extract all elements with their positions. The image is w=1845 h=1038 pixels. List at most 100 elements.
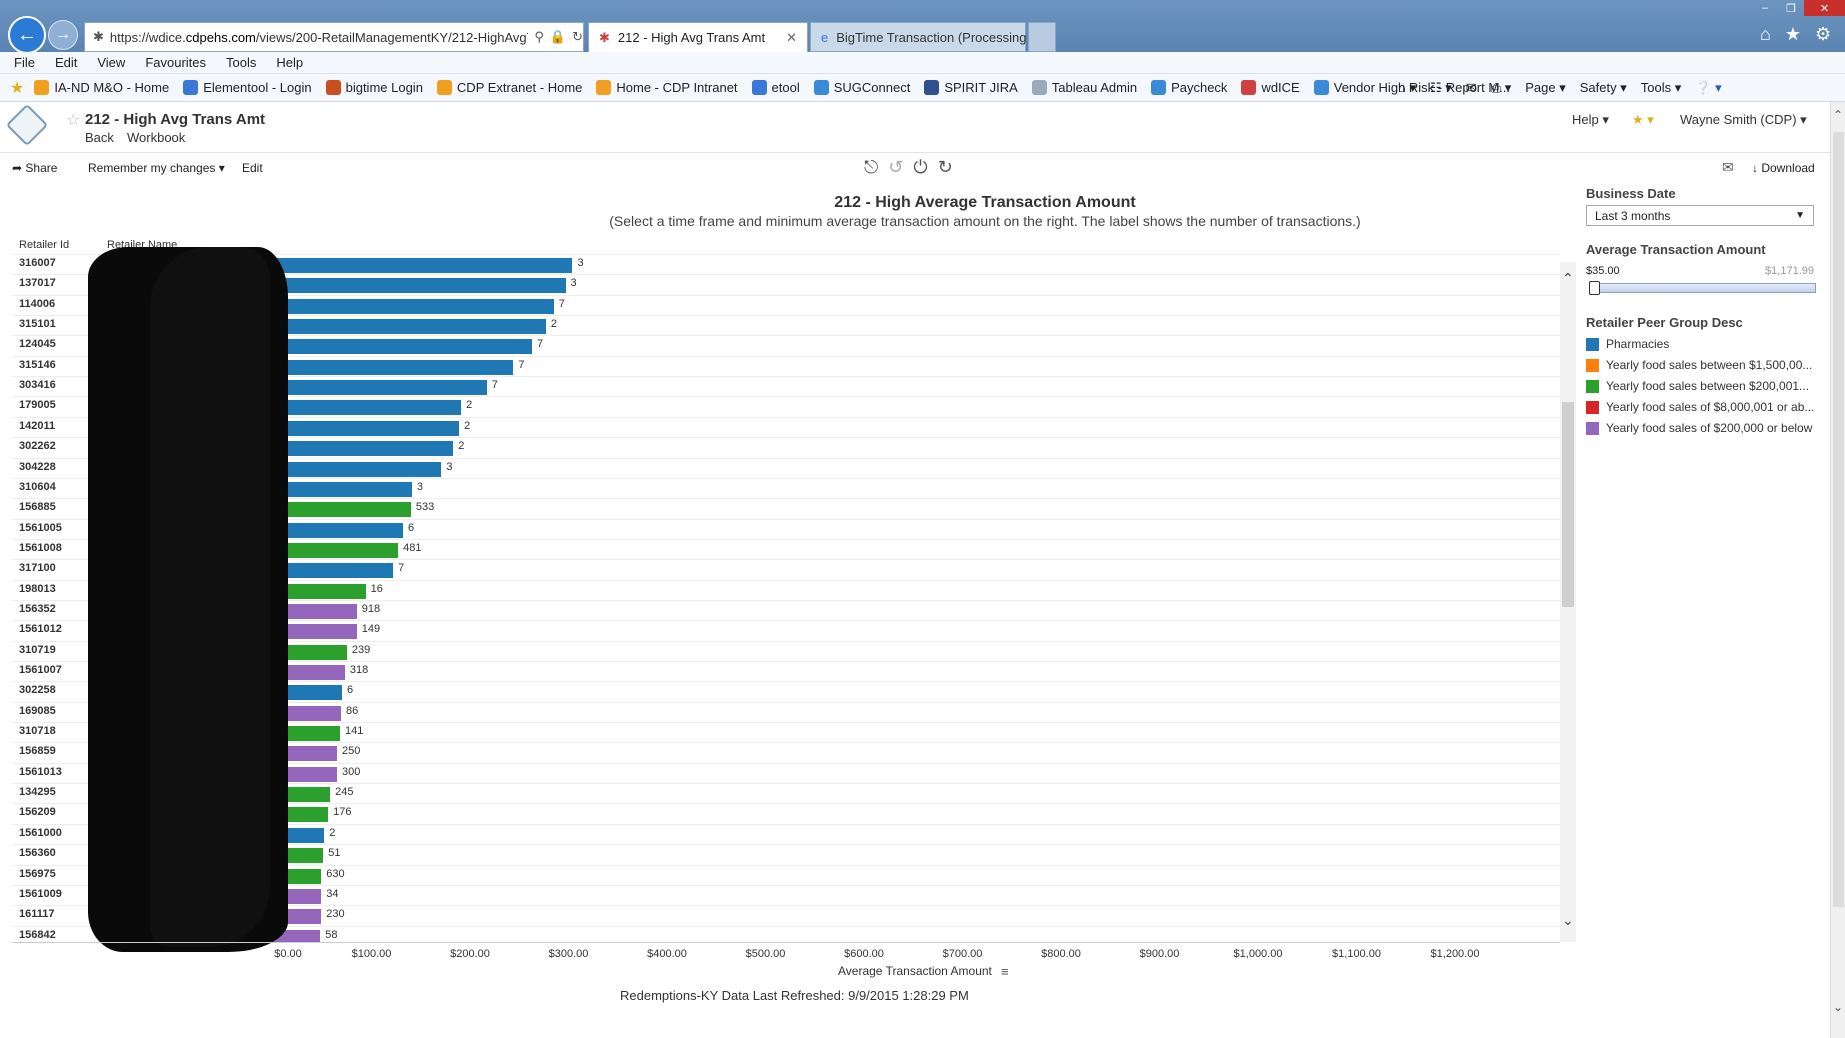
bar-mark[interactable] [273,746,338,762]
bar-mark[interactable] [273,766,338,782]
address-bar[interactable]: ✱ https://wdice.cdpehs.com/views/200-Ret… [84,22,584,52]
favorites-star-icon[interactable]: ★ [1784,24,1802,44]
download-button[interactable]: ↓ Download [1752,161,1815,175]
menu-file[interactable]: File [14,55,35,70]
mail-icon[interactable]: ✉ [1465,80,1477,95]
home-icon[interactable]: ⌂ [1760,24,1771,44]
tab-high-avg[interactable]: ✱ 212 - High Avg Trans Amt ✕ [588,22,808,52]
favorite-star-icon[interactable]: ☆ [66,112,81,129]
favourite-item[interactable]: etool [751,80,800,95]
sort-icon[interactable]: ≡ [1001,964,1009,979]
tools-menu[interactable]: Tools ▾ [1640,80,1682,95]
refresh-icon[interactable]: ↻ [572,29,583,44]
export-icon[interactable]: ⎋ [864,157,879,177]
tab-bigtime[interactable]: e BigTime Transaction (Processing ... [810,22,1041,52]
bar-mark[interactable] [273,644,347,660]
bar-mark[interactable] [273,441,454,457]
chevron-up-icon[interactable]: ⌃ [1562,270,1574,286]
new-tab-button[interactable] [1028,22,1056,52]
minimize-button[interactable]: – [1761,2,1769,14]
bar-mark[interactable] [273,726,340,742]
bar-mark[interactable] [273,929,321,942]
menu-view[interactable]: View [97,55,126,70]
forward-button[interactable]: → [48,20,78,50]
favourite-item[interactable]: Vendor High Risk - Report M... [1313,80,1510,95]
share-button[interactable]: ➦ Share [12,161,57,175]
chevron-down-icon[interactable]: ⌄ [1833,1000,1844,1014]
refresh-icon[interactable]: ↻ [937,157,953,177]
favourite-item[interactable]: IA-ND M&O - Home [34,80,169,95]
page-scroll-thumb[interactable] [1833,132,1844,907]
legend-item[interactable]: Yearly food sales between $1,500,00... [1586,358,1826,372]
table-row[interactable]: 137017 3 [12,274,1560,295]
help-icon[interactable]: ❔ ▾ [1695,80,1722,95]
user-menu[interactable]: Wayne Smith (CDP) ▾ [1680,112,1807,127]
bar-mark[interactable] [273,563,394,579]
home-icon[interactable]: ⌂ ▾ [1398,80,1416,95]
avg-amount-slider[interactable] [1589,281,1816,295]
bar-mark[interactable] [273,502,411,518]
business-date-select[interactable]: Last 3 months ▼ [1586,205,1814,226]
bar-mark[interactable] [273,461,442,477]
bar-mark[interactable] [273,603,357,619]
edit-button[interactable]: Edit [242,161,263,175]
bar-mark[interactable] [273,481,412,497]
legend-item[interactable]: Pharmacies [1586,337,1826,351]
menu-favourites[interactable]: Favourites [145,55,207,70]
lock-icon[interactable]: 🔒 [549,29,567,44]
wdice-logo[interactable] [5,103,49,147]
subscribe-icon[interactable]: ✉ [1722,159,1734,175]
favourite-item[interactable]: wdICE [1241,80,1300,95]
bar-mark[interactable] [273,583,366,599]
chevron-down-icon[interactable]: ⌄ [1562,912,1574,928]
menu-tools[interactable]: Tools [226,55,257,70]
bar-mark[interactable] [273,339,533,355]
feeds-icon[interactable]: ☷ ▾ [1430,80,1452,95]
bar-mark[interactable] [273,420,460,436]
menu-edit[interactable]: Edit [54,55,78,70]
legend-item[interactable]: Yearly food sales of $200,000 or below [1586,421,1826,435]
chart-scroll-thumb[interactable] [1562,402,1574,607]
chart-scrollbar[interactable]: ⌃ ⌄ [1560,262,1576,942]
page-scrollbar[interactable]: ⌃ ⌄ [1830,102,1845,1038]
back-link[interactable]: Back [85,130,114,145]
favourite-item[interactable]: Home - CDP Intranet [596,80,738,95]
favourite-item[interactable]: Tableau Admin [1031,80,1137,95]
close-window-button[interactable]: ✕ [1804,0,1845,16]
favorites-star-icon[interactable]: ★ ▾ [1632,112,1654,127]
revert-icon[interactable]: ↺ [888,157,904,177]
bar-mark[interactable] [273,278,566,294]
favourite-item[interactable]: Paycheck [1151,80,1227,95]
table-row[interactable]: 179005Pharmacy2 [12,396,1560,417]
bar-mark[interactable] [273,298,554,314]
search-icon[interactable]: ⚲ [534,29,544,44]
bar-mark[interactable] [273,522,404,538]
avg-amount-max[interactable]: $1,171.99 [1765,265,1814,277]
print-icon[interactable]: ⎙ ▾ [1490,80,1512,95]
favourites-star-icon[interactable]: ★ [10,79,25,97]
page-menu[interactable]: Page ▾ [1525,80,1566,95]
bar-mark[interactable] [273,705,341,721]
favourite-item[interactable]: SPIRIT JIRA [924,80,1018,95]
slider-handle[interactable] [1589,281,1600,295]
remember-changes-button[interactable]: Remember my changes ▾ [88,161,225,175]
favourite-item[interactable]: CDP Extranet - Home [436,80,582,95]
avg-amount-min[interactable]: $35.00 [1586,265,1620,277]
bar-mark[interactable] [273,359,514,375]
bar-mark[interactable] [273,542,399,558]
bar-mark[interactable] [273,380,487,396]
favourite-item[interactable]: Elementool - Login [183,80,312,95]
bar-mark[interactable] [273,319,546,335]
pause-icon[interactable]: ⏻ [913,157,928,177]
bar-mark[interactable] [273,685,342,701]
table-row[interactable]: 156352Store918 [12,599,1560,621]
chevron-up-icon[interactable]: ⌃ [1833,108,1844,122]
bar-mark[interactable] [273,665,345,680]
legend-item[interactable]: Yearly food sales of $8,000,001 or ab... [1586,400,1826,414]
restore-button[interactable]: ❐ [1786,2,1796,15]
close-tab-icon[interactable]: ✕ [786,29,797,45]
gear-icon[interactable]: ⚙ [1815,24,1832,44]
bar-mark[interactable] [273,258,573,273]
bar-mark[interactable] [273,624,357,640]
bar-mark[interactable] [273,400,462,416]
